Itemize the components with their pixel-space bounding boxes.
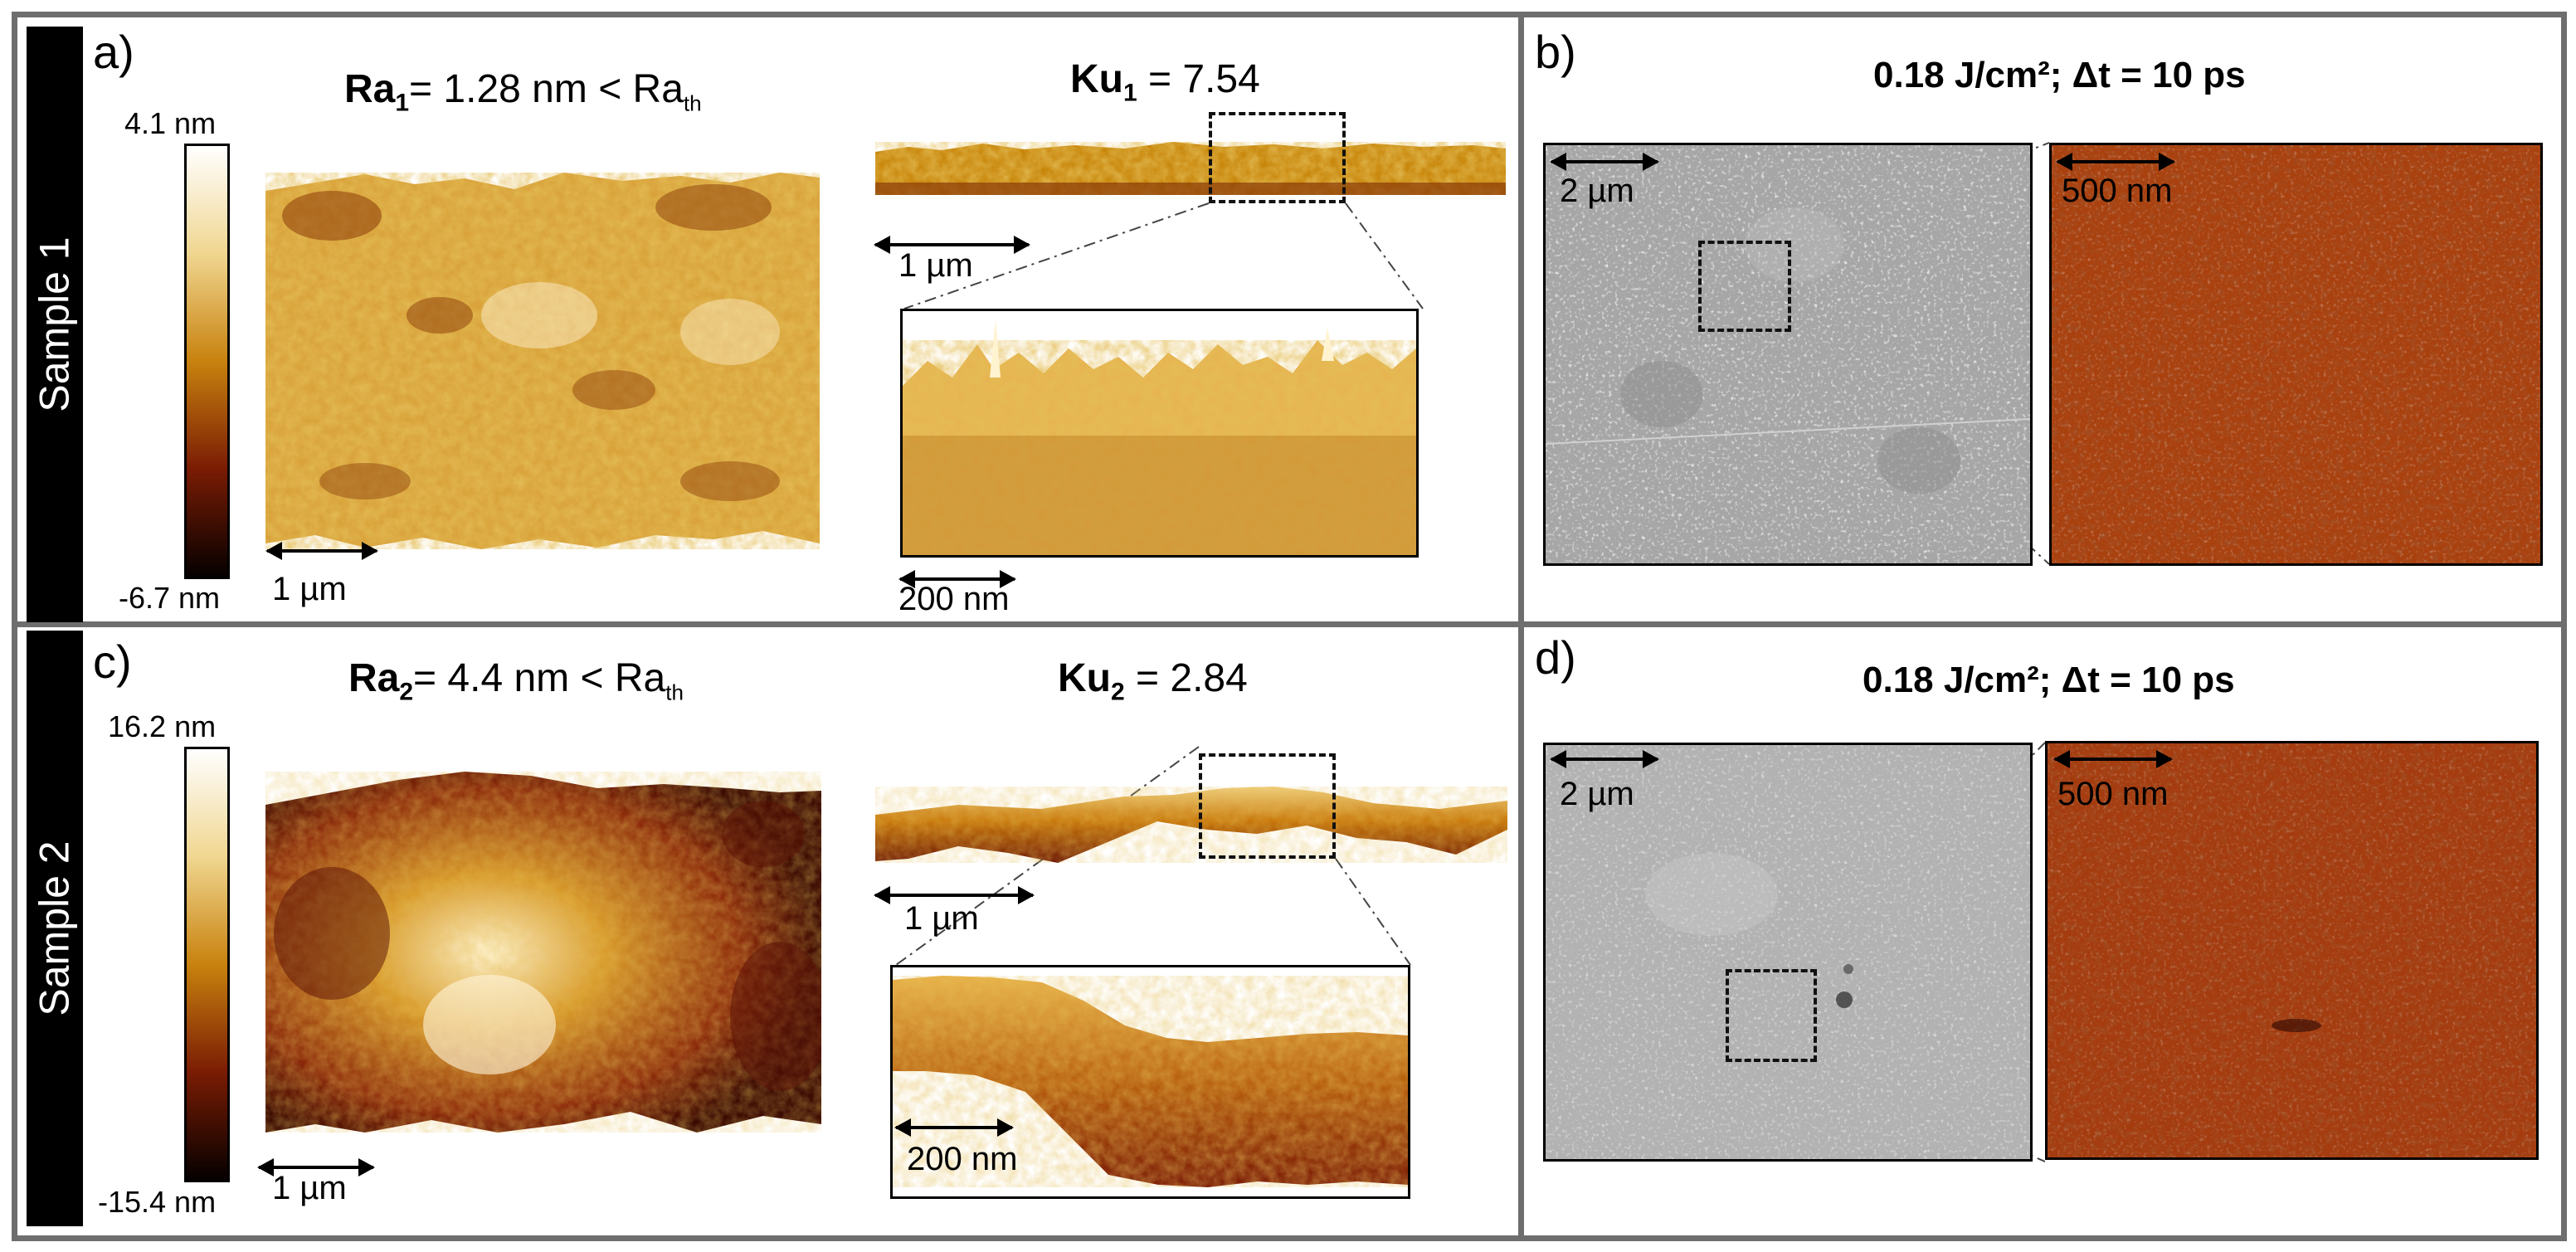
sample1-side-label: Sample 1 bbox=[27, 27, 83, 622]
afm-profile-a bbox=[875, 137, 1506, 199]
panel-d-title: 0.18 J/cm²; Δt = 10 ps bbox=[1863, 660, 2235, 700]
colorbar-a bbox=[184, 144, 230, 579]
ra2-symbol: Ra bbox=[348, 656, 400, 700]
scalebar-b-sem-label: 2 µm bbox=[1560, 173, 1634, 209]
afm-3d-surface-a bbox=[265, 166, 820, 552]
scalebar-c-3d-label: 1 µm bbox=[272, 1170, 347, 1206]
scalebar-a-zoom-label: 200 nm bbox=[898, 581, 1010, 617]
ra-value: = 1.28 nm < Ra bbox=[409, 67, 684, 111]
ra2-th-subscript: th bbox=[665, 680, 684, 705]
ku-value: = 7.54 bbox=[1137, 57, 1260, 101]
ra2-value: = 4.4 nm < Ra bbox=[413, 656, 666, 700]
panel-c-ku-title: Ku2 = 2.84 bbox=[1058, 655, 1248, 707]
colorbar-a-max: 4.1 nm bbox=[124, 106, 217, 140]
scalebar-a-profile-label: 1 µm bbox=[898, 247, 973, 284]
scalebar-c-zoom-label: 200 nm bbox=[907, 1141, 1018, 1177]
scalebar-c-3d bbox=[257, 1158, 375, 1176]
afm-image-b bbox=[2049, 143, 2543, 566]
scalebar-a-zoom bbox=[898, 570, 1016, 588]
zoom-box-b bbox=[1698, 241, 1791, 332]
sem-image-b bbox=[1543, 143, 2033, 566]
panel-a-ra-title: Ra1= 1.28 nm < Rath bbox=[344, 66, 702, 118]
ra2-subscript: 2 bbox=[399, 678, 414, 706]
scalebar-d-afm-label: 500 nm bbox=[2057, 776, 2169, 812]
afm-3d-surface-c bbox=[265, 767, 821, 1141]
scalebar-d-sem bbox=[1550, 750, 1659, 768]
scalebar-a-3d bbox=[265, 542, 378, 560]
ku2-value: = 2.84 bbox=[1124, 656, 1248, 700]
scalebar-c-profile-label: 1 µm bbox=[904, 900, 979, 937]
sample2-side-label: Sample 2 bbox=[27, 631, 83, 1226]
scalebar-b-sem bbox=[1550, 153, 1659, 171]
sem-image-d bbox=[1543, 743, 2033, 1162]
horizontal-divider bbox=[12, 621, 2567, 627]
afm-profile-c bbox=[875, 763, 1507, 875]
panel-a-ku-title: Ku1 = 7.54 bbox=[1070, 56, 1260, 108]
colorbar-c-max: 16.2 nm bbox=[108, 709, 217, 743]
colorbar-c-min: -15.4 nm bbox=[98, 1185, 217, 1219]
scalebar-a-profile bbox=[874, 236, 1030, 254]
zoom-box-d bbox=[1726, 969, 1817, 1062]
zoom-image-a bbox=[900, 309, 1419, 558]
sample1-text: Sample 1 bbox=[32, 236, 79, 412]
zoom-box-a bbox=[1209, 112, 1346, 203]
scalebar-c-zoom bbox=[894, 1118, 1014, 1137]
panel-a-label: a) bbox=[93, 26, 134, 78]
zoom-box-c bbox=[1199, 753, 1336, 859]
zoom-image-c bbox=[890, 965, 1410, 1199]
ku-symbol: Ku bbox=[1070, 57, 1123, 101]
ku2-symbol: Ku bbox=[1058, 656, 1111, 700]
ra-subscript: 1 bbox=[395, 89, 410, 117]
panel-d-label: d) bbox=[1535, 631, 1576, 684]
scalebar-a-3d-label: 1 µm bbox=[272, 571, 347, 607]
colorbar-a-min: -6.7 nm bbox=[119, 581, 221, 615]
scalebar-d-afm bbox=[2053, 750, 2173, 768]
scalebar-b-afm bbox=[2056, 153, 2175, 171]
scalebar-c-profile bbox=[874, 886, 1035, 904]
ra-symbol: Ra bbox=[344, 67, 396, 111]
colorbar-c bbox=[184, 747, 230, 1182]
panel-c-ra-title: Ra2= 4.4 nm < Rath bbox=[348, 655, 684, 707]
ra-th-subscript: th bbox=[683, 90, 702, 116]
afm-image-d bbox=[2045, 741, 2539, 1160]
ku2-subscript: 2 bbox=[1110, 678, 1125, 706]
sample2-text: Sample 2 bbox=[32, 840, 79, 1016]
panel-b-title: 0.18 J/cm²; Δt = 10 ps bbox=[1873, 55, 2246, 95]
scalebar-d-sem-label: 2 µm bbox=[1560, 776, 1634, 812]
panel-b-label: b) bbox=[1535, 26, 1576, 78]
panel-c-label: c) bbox=[93, 636, 132, 688]
scalebar-b-afm-label: 500 nm bbox=[2062, 173, 2173, 209]
ku-subscript: 1 bbox=[1122, 79, 1137, 107]
vertical-divider bbox=[1518, 12, 1524, 1241]
